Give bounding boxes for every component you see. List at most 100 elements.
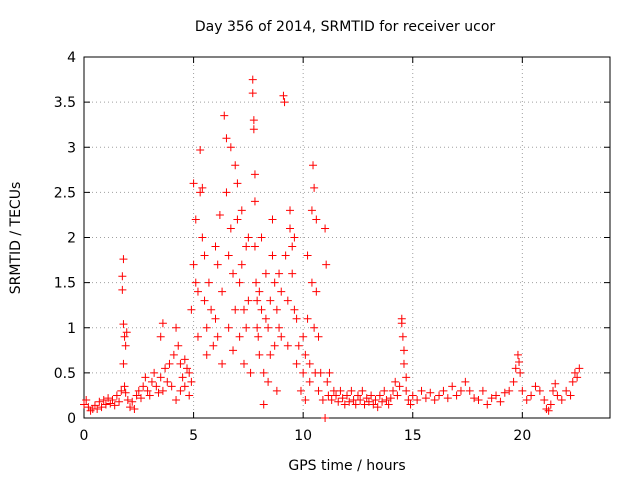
data-point bbox=[176, 386, 185, 395]
data-point bbox=[226, 224, 235, 233]
chart-title: Day 356 of 2014, SRMTID for receiver uco… bbox=[195, 19, 496, 35]
plot-frame bbox=[83, 56, 611, 419]
data-point bbox=[143, 386, 152, 395]
data-point bbox=[128, 397, 137, 406]
data-point bbox=[358, 386, 367, 395]
data-point bbox=[132, 391, 141, 400]
data-point bbox=[435, 391, 444, 400]
data-point bbox=[461, 377, 470, 386]
axis-ticks: 0 0.5 1 1.5 2 2.5 3 3.5 4 0 5 10 15 20 bbox=[54, 50, 610, 444]
data-point bbox=[101, 400, 110, 409]
data-point bbox=[255, 350, 264, 359]
data-point bbox=[347, 386, 356, 395]
data-point bbox=[222, 188, 231, 197]
data-point bbox=[239, 305, 248, 314]
data-point bbox=[268, 215, 277, 224]
data-point bbox=[82, 395, 91, 404]
data-point bbox=[314, 332, 323, 341]
data-point bbox=[272, 305, 281, 314]
data-point bbox=[421, 394, 430, 403]
data-point bbox=[154, 388, 163, 397]
data-point bbox=[158, 319, 167, 328]
data-point bbox=[309, 161, 318, 170]
data-point bbox=[334, 397, 343, 406]
data-point bbox=[513, 350, 522, 359]
data-point bbox=[496, 397, 505, 406]
data-point bbox=[152, 382, 161, 391]
y-tick-label: 4 bbox=[67, 50, 76, 66]
data-point bbox=[150, 368, 159, 377]
data-point bbox=[292, 314, 301, 323]
data-point bbox=[303, 251, 312, 260]
data-point bbox=[568, 377, 577, 386]
data-point bbox=[250, 170, 259, 179]
data-point bbox=[193, 287, 202, 296]
data-point bbox=[474, 395, 483, 404]
data-point bbox=[338, 394, 347, 403]
data-point bbox=[540, 395, 549, 404]
data-point bbox=[439, 386, 448, 395]
data-point bbox=[123, 395, 132, 404]
data-point bbox=[301, 395, 310, 404]
data-point bbox=[570, 368, 579, 377]
data-point bbox=[527, 391, 536, 400]
data-point bbox=[235, 278, 244, 287]
data-point bbox=[86, 406, 95, 415]
y-tick-label: 0 bbox=[67, 411, 76, 427]
data-point bbox=[120, 382, 129, 391]
data-point bbox=[299, 368, 308, 377]
data-point bbox=[130, 404, 139, 413]
data-point bbox=[351, 400, 360, 409]
y-tick-label: 0.5 bbox=[54, 366, 76, 382]
data-point bbox=[172, 323, 181, 332]
data-point bbox=[380, 386, 389, 395]
data-point bbox=[312, 287, 321, 296]
data-point bbox=[283, 296, 292, 305]
data-point bbox=[253, 296, 262, 305]
data-point bbox=[198, 233, 207, 242]
data-point bbox=[343, 391, 351, 400]
x-tick-label: 0 bbox=[80, 428, 89, 444]
data-point bbox=[104, 394, 113, 403]
data-point bbox=[121, 341, 130, 350]
data-point bbox=[259, 400, 268, 409]
data-point bbox=[147, 377, 156, 386]
data-point bbox=[288, 242, 297, 251]
data-point bbox=[515, 358, 524, 367]
y-axis-title: SRMTID / TECUs bbox=[8, 182, 24, 295]
data-point bbox=[229, 346, 238, 355]
data-point bbox=[213, 260, 222, 269]
data-point bbox=[119, 359, 128, 368]
data-point bbox=[448, 382, 457, 391]
data-point bbox=[118, 272, 127, 281]
data-point bbox=[174, 341, 183, 350]
data-point bbox=[165, 359, 174, 368]
data-point bbox=[389, 386, 398, 395]
data-point bbox=[169, 350, 178, 359]
data-point bbox=[395, 382, 404, 391]
data-point bbox=[364, 397, 373, 406]
data-point bbox=[301, 350, 310, 359]
data-point bbox=[187, 377, 196, 386]
data-point bbox=[90, 401, 99, 410]
data-point bbox=[266, 296, 275, 305]
data-point bbox=[325, 368, 334, 377]
data-point bbox=[141, 373, 150, 382]
data-point bbox=[207, 305, 216, 314]
data-point bbox=[209, 341, 218, 350]
data-point bbox=[332, 391, 341, 400]
data-point bbox=[99, 395, 108, 404]
data-point bbox=[220, 111, 229, 120]
data-point bbox=[202, 350, 211, 359]
data-point bbox=[399, 346, 408, 355]
data-point bbox=[399, 359, 408, 368]
data-point bbox=[371, 395, 380, 404]
data-point bbox=[121, 388, 130, 397]
data-point bbox=[268, 251, 277, 260]
data-point bbox=[257, 305, 266, 314]
data-point bbox=[189, 260, 198, 269]
data-point bbox=[233, 215, 242, 224]
data-point bbox=[158, 386, 167, 395]
data-point bbox=[288, 269, 297, 278]
